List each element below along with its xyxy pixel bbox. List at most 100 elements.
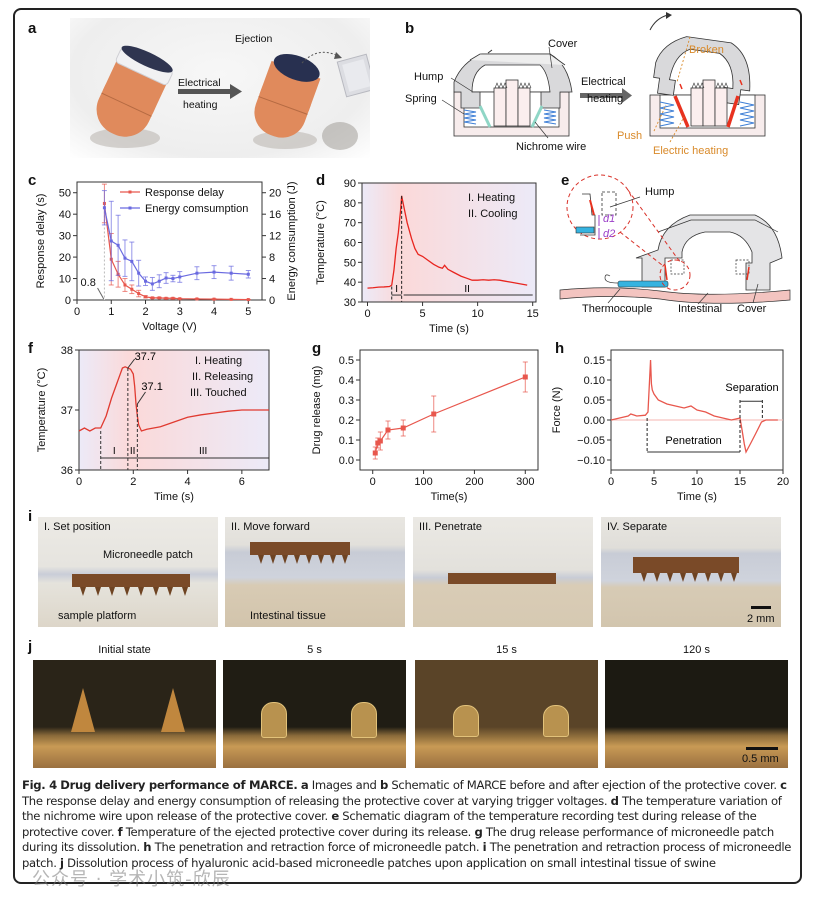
panel-label-c: c xyxy=(28,172,37,189)
panel-b-cover-label: Cover xyxy=(548,38,578,50)
data-point xyxy=(150,296,154,300)
y-axis-label: Temperature (°C) xyxy=(315,200,327,284)
x-tick-label: 5 xyxy=(245,306,251,318)
panel-i-intestinal-tissue-label: Intestinal tissue xyxy=(250,610,326,622)
microneedle-tip xyxy=(152,587,159,596)
panel-j-frame xyxy=(415,660,598,768)
panel-e-intestinal-label: Intestinal xyxy=(678,303,723,315)
y-tick-label: 0 xyxy=(65,295,71,307)
x-axis-label: Time (s) xyxy=(429,323,469,335)
data-point xyxy=(400,425,406,431)
y-tick-label: 60 xyxy=(344,238,356,250)
panel-e-thermocouple-label: Thermocouple xyxy=(582,303,653,315)
caption-part-text: The penetration and retraction process o… xyxy=(22,840,792,870)
x-tick-label: 2 xyxy=(142,306,148,318)
data-point xyxy=(377,438,383,444)
data-point xyxy=(246,272,250,276)
data-point xyxy=(431,411,437,417)
panel-b-schematic xyxy=(441,12,766,143)
data-point xyxy=(144,295,148,299)
x-tick-label: 10 xyxy=(472,308,484,320)
series-line-energy-comsumption xyxy=(103,207,249,285)
panel-label-i: i xyxy=(28,508,33,525)
panel-a-arrow-text-2: heating xyxy=(183,99,218,111)
chart-h: 0 5 10 15 20 −0.10 −0.05 0.00 0.05 0.10 0.15 Time (… xyxy=(551,349,789,503)
penetration-label: Penetration xyxy=(665,435,721,447)
x-tick-label: 200 xyxy=(465,476,483,488)
caption-part-text: Temperature of the ejected protective co… xyxy=(125,824,472,839)
x-tick-label: 4 xyxy=(211,306,217,318)
figure-frame xyxy=(13,8,802,884)
panel-j-frame xyxy=(33,660,216,768)
y-tick-label: 0.10 xyxy=(584,375,605,387)
y-tick-label: 0.2 xyxy=(339,415,354,427)
panel-b-push-label: Push xyxy=(617,130,643,142)
y-tick-label: 30 xyxy=(344,297,356,309)
y2-tick-label: 0 xyxy=(269,295,275,307)
chart-d: 0 5 10 15 30 40 50 60 70 80 90 Time (s) Temperature … xyxy=(315,178,539,335)
microneedle-tip xyxy=(641,573,647,582)
caption-part-text: The response delay and energy consumptio… xyxy=(22,793,608,808)
caption-part-text: The temperature variation of the nichrom… xyxy=(22,793,782,824)
y-tick-label: −0.10 xyxy=(577,455,605,467)
microneedle xyxy=(71,688,95,732)
legend-text: I. Heating xyxy=(195,355,242,367)
caption-part-key: g xyxy=(474,824,483,839)
y-tick-label: 40 xyxy=(59,209,71,221)
data-point xyxy=(150,282,154,286)
y-tick-label: 10 xyxy=(59,274,71,286)
microneedle-tip xyxy=(692,573,699,582)
y2-tick-label: 12 xyxy=(269,231,281,243)
microneedle-patch xyxy=(448,573,556,584)
panel-j-scale-label: 0.5 mm xyxy=(742,753,779,765)
panel-i-scale-bar xyxy=(751,606,771,609)
annotation-peak: 37.7 xyxy=(135,351,156,363)
y2-axis-label: Energy comsumption (J) xyxy=(286,181,298,300)
chart-g: 0 100 200 300 0.0 0.1 0.2 0.3 0.4 0.5 Time(s) Drug … xyxy=(311,349,539,503)
series-line-temperature xyxy=(367,195,528,289)
data-point xyxy=(178,275,182,279)
data-point xyxy=(157,296,161,300)
y-tick-label: 0.00 xyxy=(584,415,605,427)
data-point xyxy=(164,276,168,280)
y-tick-label: 0.05 xyxy=(584,395,605,407)
x-tick-label: 20 xyxy=(777,476,789,488)
x-axis-label: Voltage (V) xyxy=(142,321,196,333)
y2-tick-label: 16 xyxy=(269,209,281,221)
figure-caption: Fig. 4 Drug delivery performance of MARC… xyxy=(22,778,794,889)
panel-label-b: b xyxy=(405,20,415,37)
microneedle-tip xyxy=(666,573,673,582)
panel-label-f: f xyxy=(28,340,33,357)
panel-b-arrow-text-2: heating xyxy=(587,93,624,105)
microneedle-patch xyxy=(633,557,739,573)
caption-part-key: a xyxy=(300,778,309,792)
panel-a-ejection-label: Ejection xyxy=(235,33,273,45)
data-point xyxy=(130,259,134,263)
microneedle xyxy=(351,702,377,738)
x-tick-label: 100 xyxy=(414,476,432,488)
caption-part-text: Schematic of MARCE before and after ejec… xyxy=(391,778,777,792)
data-point xyxy=(137,271,141,275)
panel-i-scale-label: 2 mm xyxy=(747,613,775,625)
microneedle-tip xyxy=(182,587,188,596)
microneedle-tip xyxy=(80,587,86,596)
y-axis-label: Drug release (mg) xyxy=(311,366,323,455)
x-tick-label: 4 xyxy=(185,476,191,488)
data-point xyxy=(372,450,378,456)
annotation-pointer xyxy=(97,287,105,300)
x-tick-label: 15 xyxy=(527,308,539,320)
x-tick-label: 0 xyxy=(370,476,376,488)
panel-label-e: e xyxy=(561,172,570,189)
y-tick-label: 80 xyxy=(344,198,356,210)
x-tick-label: 0 xyxy=(76,476,82,488)
y-tick-label: 0.0 xyxy=(339,455,354,467)
annotation-pointer xyxy=(127,358,136,369)
data-point xyxy=(229,271,233,275)
microneedle-tip xyxy=(718,573,725,582)
legend-text: II. Cooling xyxy=(468,208,518,220)
microneedle-tip xyxy=(294,555,300,564)
x-tick-label: 15 xyxy=(734,476,746,488)
microneedle-tip xyxy=(330,555,336,564)
panel-b-electric-heating-label: Electric heating xyxy=(653,145,729,157)
